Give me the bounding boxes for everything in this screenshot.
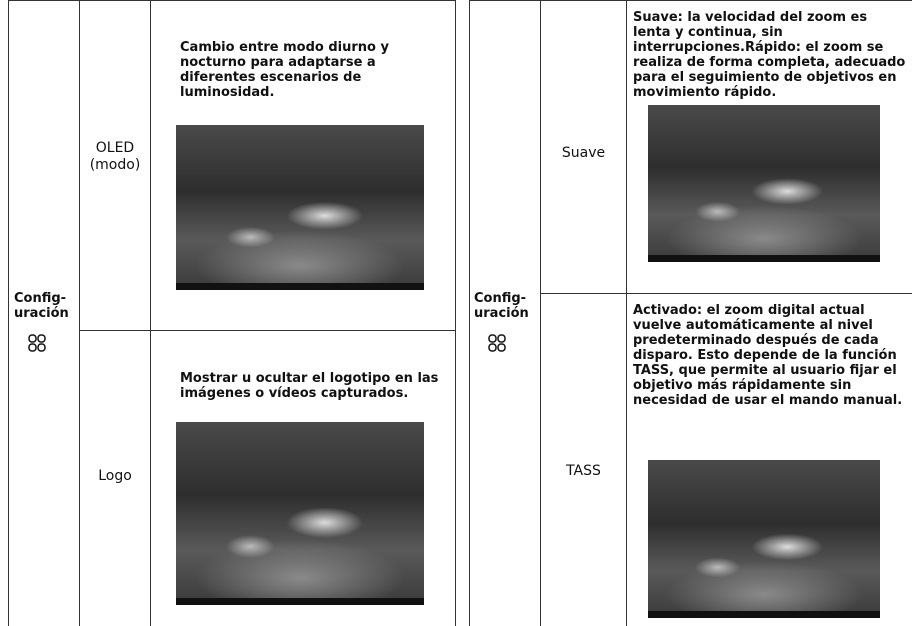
border [150,0,151,626]
row-label: TASS [541,464,626,479]
text: uración [14,306,69,321]
text: Suave [561,145,606,161]
text: Config- [474,291,527,306]
border [455,0,456,626]
border [8,0,9,626]
description: Cambio entre modo diurno y nocturno para… [180,40,389,100]
icon [28,334,46,352]
border [540,0,541,626]
row-label: Logo [80,469,150,484]
text: TASS [566,463,601,479]
section-label: Config-uración [474,291,529,321]
text: Config- [14,291,67,306]
border [626,0,627,626]
thumbnail [176,422,424,605]
text: uración [474,306,529,321]
text: (modo) [89,157,141,173]
row-label: OLED (modo) [80,140,150,174]
border [469,0,470,626]
thumbnail [648,460,880,618]
border [540,293,912,294]
icon [488,334,506,352]
border [469,0,912,1]
border [79,0,80,626]
section-label: Config-uración [14,291,69,321]
thumbnail [176,125,424,290]
row-label: Suave [541,146,626,161]
border [8,0,455,1]
thumbnail [648,105,880,262]
border [79,330,455,331]
description: Activado: el zoom digital actual vuelve … [633,303,903,408]
text: Logo [98,468,132,484]
description: Suave: la velocidad del zoom es lenta y … [633,10,906,100]
description: Mostrar u ocultar el logotipo en las imá… [180,371,439,401]
text: OLED [95,140,135,156]
